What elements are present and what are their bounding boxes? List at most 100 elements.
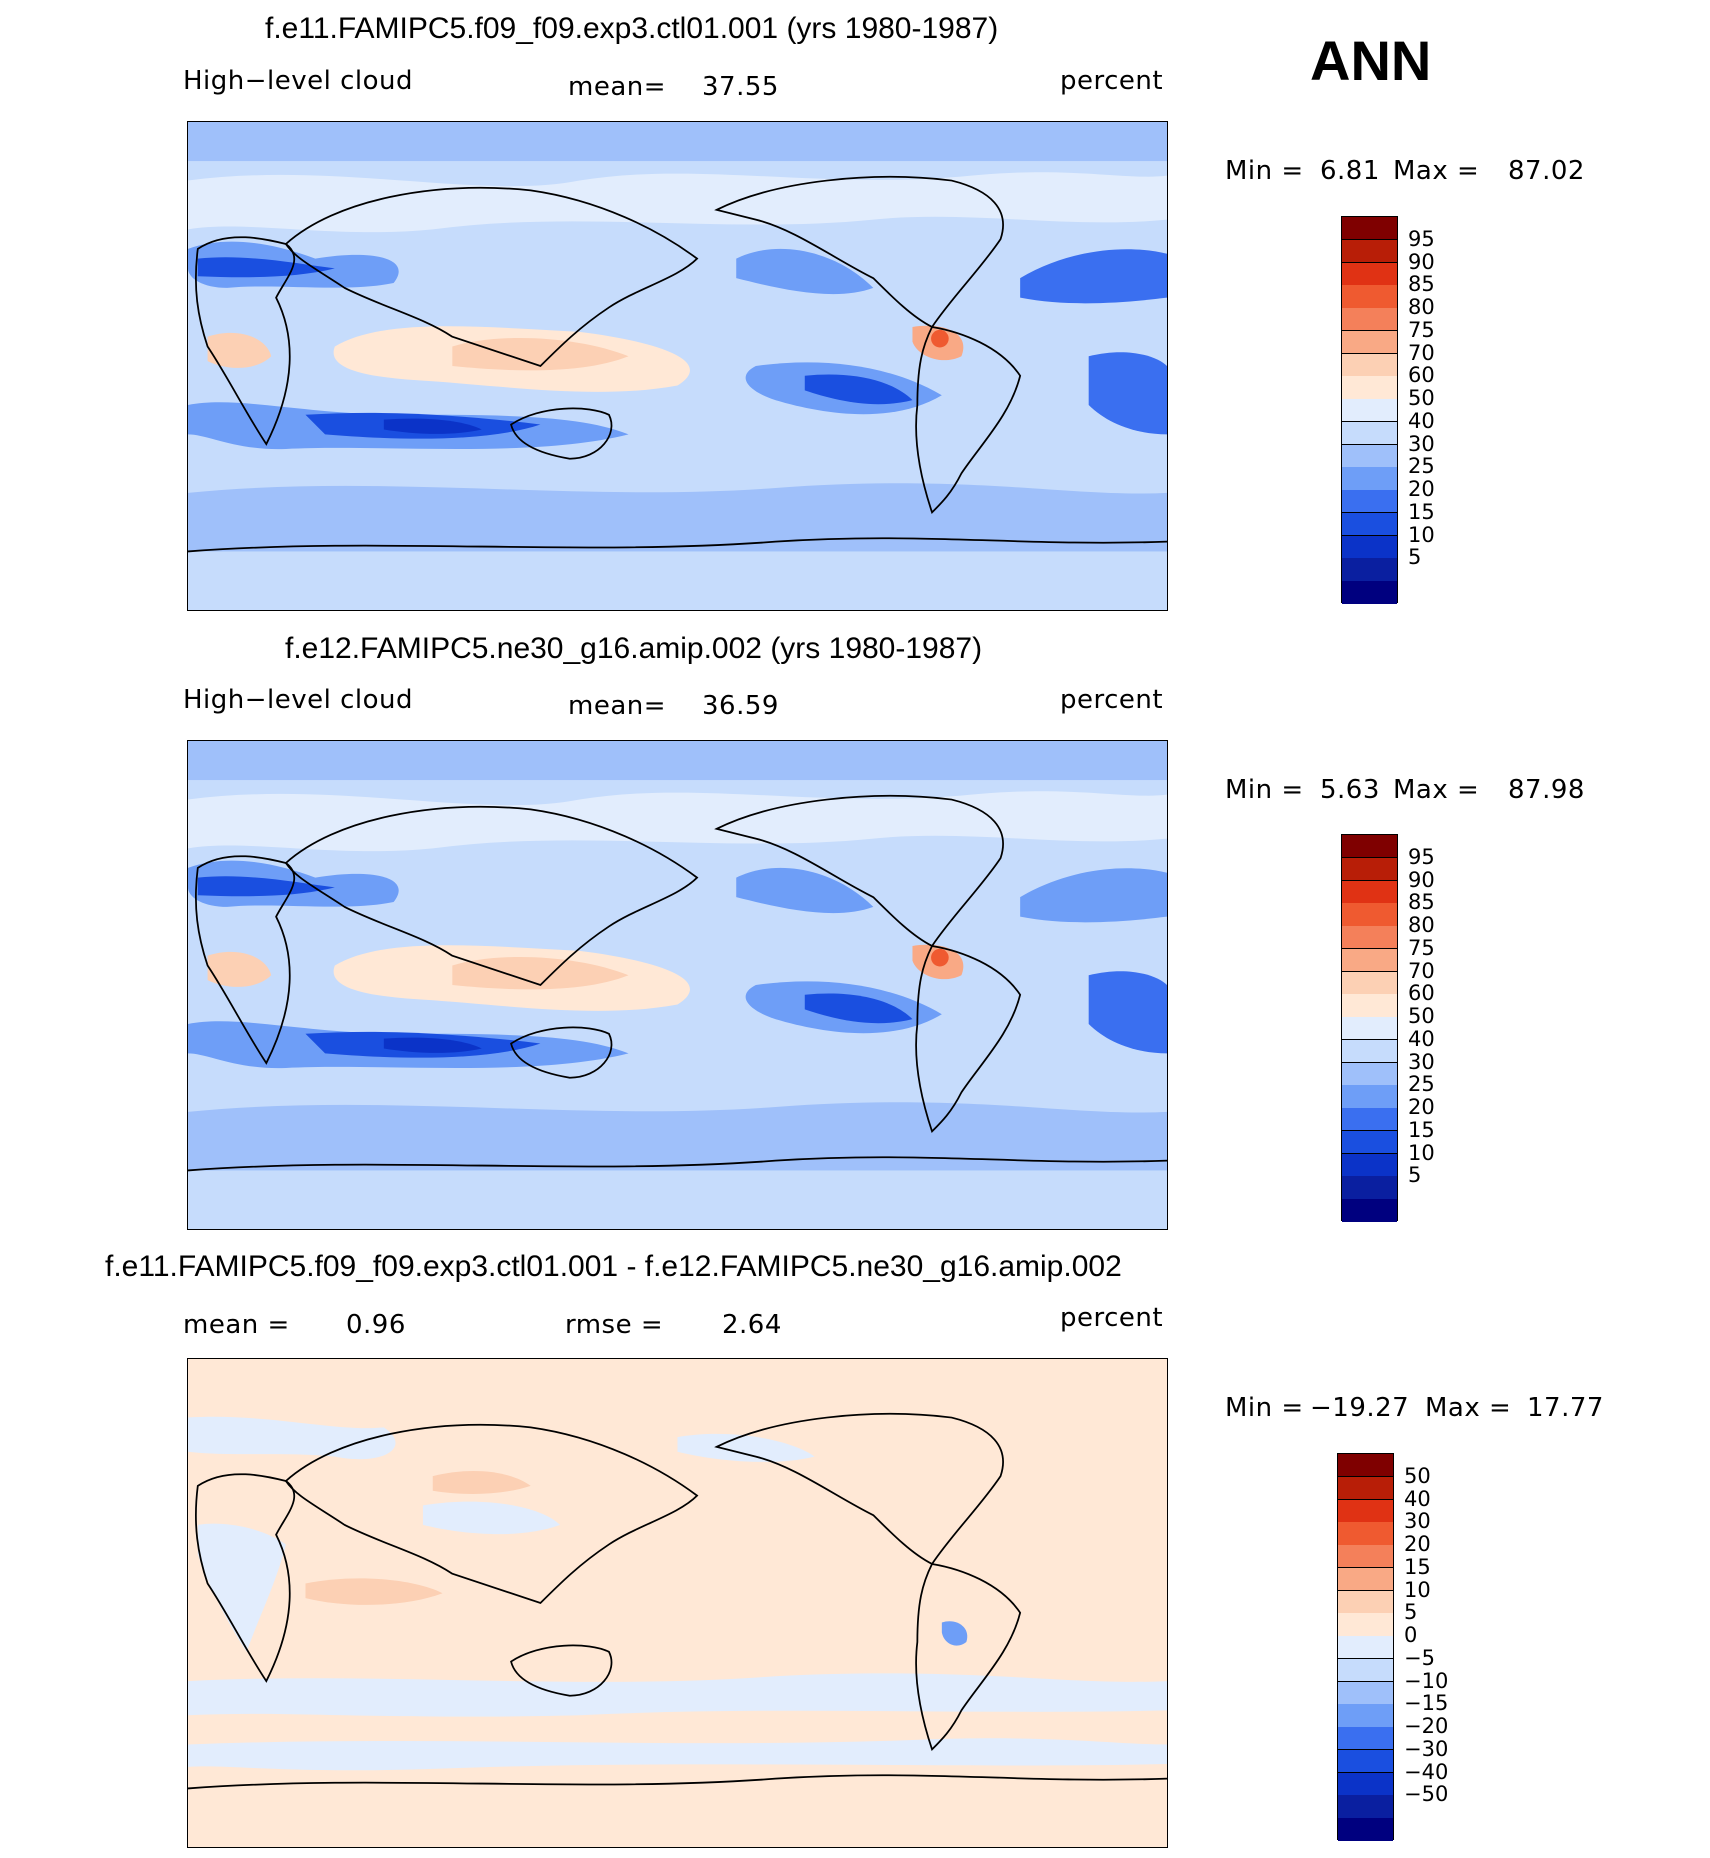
colorbar-tick-label: 25 (1408, 1072, 1435, 1097)
panel3-rmse-label: rmse = (565, 1310, 664, 1340)
colorbar-swatch (1338, 1727, 1393, 1751)
colorbar-swatch (1338, 1545, 1393, 1569)
panel2-map (187, 740, 1168, 1230)
colorbar-tick-label: 40 (1408, 1026, 1435, 1051)
panel2-max-label: Max = (1393, 775, 1480, 805)
colorbar-swatch (1338, 1476, 1393, 1500)
panel3-colorbar: 50 40 30 20 15 10 5 0 −5 −10 −15 −20 −30 −40 −50 (1337, 1453, 1448, 1842)
colorbar-swatch (1342, 512, 1397, 537)
panel2-contour-map (188, 741, 1167, 1229)
panel3-min-patch (941, 1621, 968, 1646)
panel2-sh-subtropic-low-1-deep (383, 1037, 482, 1053)
colorbar-swatch (1342, 880, 1397, 904)
colorbar-tick-label: 10 (1404, 1577, 1431, 1602)
panel1-sh-subtropic-low-1-deep (383, 418, 482, 434)
colorbar-tick-label: 75 (1408, 935, 1435, 960)
panel3-africa-negative (197, 1523, 286, 1652)
panel1-npac-low-cloud (736, 248, 874, 295)
colorbar-tick-label: 75 (1408, 317, 1435, 342)
panel1-sh-band (188, 483, 1167, 552)
colorbar-tick-label: 20 (1408, 477, 1435, 502)
panel2-units-label: percent (1060, 685, 1164, 715)
colorbar-swatch (1342, 262, 1397, 286)
panel1-coastlines (188, 176, 1167, 553)
colorbar-tick-label: 60 (1408, 363, 1435, 388)
panel1-units-label: percent (1060, 66, 1164, 96)
colorbar-swatch (1338, 1772, 1393, 1796)
colorbar-swatch (1342, 421, 1397, 446)
colorbar-tick-label: 60 (1408, 981, 1435, 1006)
colorbar-swatch (1342, 994, 1397, 1018)
colorbar-tick-label: 30 (1408, 1049, 1435, 1074)
colorbar-tick-label: 5 (1404, 1600, 1418, 1625)
colorbar-tick-label: 30 (1408, 431, 1435, 456)
panel1-colorbar: 95 90 85 80 75 70 60 50 40 30 25 20 15 10 5 (1341, 216, 1435, 605)
colorbar-swatch (1342, 1153, 1397, 1177)
panel1-map (187, 121, 1168, 611)
panel1-variable-label: High−level cloud (183, 66, 414, 96)
colorbar-tick-label: 80 (1408, 913, 1435, 938)
colorbar-tick-label: 50 (1408, 1004, 1435, 1029)
panel3-positive-patch-2 (305, 1578, 443, 1605)
panel1-nh-low-cloud-1-core (197, 257, 335, 278)
colorbar-swatch (1342, 1199, 1397, 1223)
colorbar-tick-label: 10 (1408, 1140, 1435, 1165)
colorbar-swatch (1338, 1704, 1393, 1728)
colorbar-tick-label: 25 (1408, 454, 1435, 479)
colorbar-tick-label: 90 (1408, 249, 1435, 274)
colorbar-swatch (1342, 835, 1397, 859)
colorbar-swatch (1342, 217, 1397, 241)
panel1-mean-value: 37.55 (702, 72, 779, 102)
colorbar-tick-label: 15 (1408, 1117, 1435, 1142)
panel1-africa-high-cloud (207, 332, 272, 368)
colorbar-swatch (1338, 1681, 1393, 1705)
colorbar-tick-label: −50 (1404, 1782, 1449, 1807)
panel2-arctic-band (188, 741, 1167, 781)
panel1-satl-low-cloud (1088, 352, 1167, 435)
panel2-variable-label: High−level cloud (183, 685, 414, 715)
panel2-mean-value: 36.59 (702, 691, 779, 721)
panel3-sh-negative-band (188, 1673, 1167, 1717)
colorbar-swatch (1342, 353, 1397, 377)
colorbar-tick-label: 85 (1408, 272, 1435, 297)
panel3-negative-patch-3 (677, 1433, 815, 1462)
colorbar-swatch (1342, 1176, 1397, 1200)
colorbar-swatch (1342, 1062, 1397, 1086)
panel3-map (187, 1358, 1168, 1848)
colorbar-swatch (1342, 535, 1397, 559)
panel1-warm-pool-high-cloud (452, 337, 629, 371)
panel1-contour-map (188, 122, 1167, 610)
panel1-max-value: 87.02 (1508, 156, 1585, 186)
colorbar-swatch (1342, 1130, 1397, 1155)
colorbar-swatch (1338, 1590, 1393, 1614)
panel2-africa-high-cloud (207, 951, 272, 987)
panel3-mean-label: mean = (183, 1310, 290, 1340)
panel1-antarctic-band (188, 551, 1167, 610)
colorbar-tick-label: −10 (1404, 1668, 1449, 1693)
colorbar-frame (1341, 216, 1398, 605)
panel2-mean-label: mean= (568, 691, 667, 721)
colorbar-swatch (1342, 467, 1397, 491)
colorbar-tick-label: 50 (1408, 386, 1435, 411)
colorbar-tick-label: 85 (1408, 890, 1435, 915)
colorbar-swatch (1342, 330, 1397, 355)
colorbar-tick-label: −20 (1404, 1714, 1449, 1739)
colorbar-swatch (1342, 1039, 1397, 1064)
panel1-min-value: 6.81 (1320, 156, 1380, 186)
colorbar-swatch (1342, 444, 1397, 468)
colorbar-swatch (1342, 308, 1397, 332)
colorbar-frame (1337, 1453, 1394, 1842)
colorbar-tick-label: 70 (1408, 340, 1435, 365)
colorbar-swatch (1338, 1749, 1393, 1774)
colorbar-tick-label: −15 (1404, 1691, 1449, 1716)
colorbar-tick-label: 30 (1404, 1509, 1431, 1534)
panel1-arctic-band (188, 122, 1167, 162)
colorbar-tick-label: 80 (1408, 295, 1435, 320)
colorbar-swatch (1342, 376, 1397, 400)
panel1-nh-light-band (188, 172, 1167, 233)
panel2-satl-low-cloud (1088, 971, 1167, 1054)
panel3-rmse-value: 2.64 (722, 1310, 782, 1340)
colorbar-swatch (1342, 948, 1397, 973)
panel3-difference-map (188, 1359, 1167, 1847)
colorbar-swatch (1342, 903, 1397, 927)
